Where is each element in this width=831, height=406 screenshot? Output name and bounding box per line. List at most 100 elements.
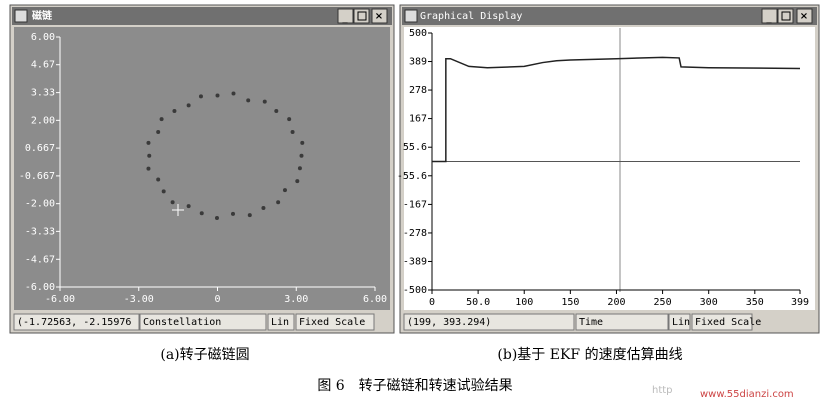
- point: [146, 140, 151, 145]
- x-tick-label: 3.00: [284, 294, 308, 305]
- y-tick-label: -500: [403, 285, 427, 296]
- window-icon: [14, 9, 28, 23]
- x-tick-label: 399: [791, 297, 809, 308]
- status-text: Fixed Scale: [299, 317, 365, 328]
- status-field: [267, 313, 295, 331]
- x-tick-label: 350: [746, 297, 764, 308]
- title-bar: [12, 7, 392, 25]
- y-tick-label: -2.00: [25, 199, 55, 210]
- point: [156, 130, 161, 134]
- status-field: [691, 313, 753, 331]
- window-title: Graphical Display: [420, 11, 522, 22]
- window-title: 磁链: [32, 9, 53, 22]
- x-tick-label: -6.00: [45, 294, 75, 305]
- point: [276, 200, 281, 205]
- y-tick-label: 0.667: [25, 143, 55, 154]
- point: [172, 108, 177, 113]
- y-tick-label: -3.33: [25, 226, 55, 237]
- status-field: [403, 313, 575, 331]
- caption: (a)转子磁链圆: [160, 347, 249, 363]
- y-tick-label: -389: [403, 256, 427, 267]
- point: [299, 153, 304, 158]
- point: [290, 130, 295, 134]
- point: [214, 216, 219, 221]
- watermark: www.55dianzi.com: [700, 389, 794, 400]
- status-text: Lin: [672, 317, 690, 328]
- y-tick-label: 278: [409, 85, 427, 96]
- status-text: Constellation: [143, 317, 221, 328]
- point: [300, 140, 305, 145]
- y-tick-label: 167: [409, 114, 427, 125]
- y-tick-label: -278: [403, 228, 427, 239]
- point: [246, 98, 251, 103]
- x-tick-label: 50.0: [466, 297, 490, 308]
- y-tick-label: -167: [403, 199, 427, 210]
- x-tick-label: 0: [429, 297, 435, 308]
- x-tick-label: 250: [654, 297, 672, 308]
- title-bar: [402, 7, 817, 25]
- x-tick-label: 6.00: [363, 294, 387, 305]
- y-tick-label: -0.667: [19, 171, 55, 182]
- point: [231, 91, 236, 96]
- x-tick-label: 200: [607, 297, 625, 308]
- status-text: (-1.72563, -2.15976: [17, 317, 131, 328]
- plot-area: [14, 27, 390, 310]
- y-tick-label: 389: [409, 57, 427, 68]
- status-field: [668, 313, 691, 331]
- svg-text:×: ×: [800, 11, 808, 22]
- status-field: [295, 313, 375, 331]
- y-tick-label: -55.6: [397, 171, 427, 182]
- figure-caption: 图 6 转子磁链和转速试验结果: [317, 378, 512, 394]
- point: [261, 206, 266, 211]
- y-tick-label: -4.67: [25, 254, 55, 265]
- point: [215, 93, 220, 98]
- point: [230, 211, 235, 216]
- point: [170, 200, 175, 205]
- y-tick-label: 4.67: [31, 60, 55, 71]
- y-tick-label: 2.00: [31, 115, 55, 126]
- y-tick-label: 6.00: [31, 32, 55, 43]
- status-field: [575, 313, 669, 331]
- status-text: (199, 393.294): [407, 317, 491, 328]
- point: [297, 166, 302, 171]
- point: [146, 166, 151, 171]
- x-tick-label: 0: [214, 294, 220, 305]
- caption: (b)基于 EKF 的速度估算曲线: [497, 346, 682, 363]
- status-text: Lin: [271, 317, 289, 328]
- y-tick-label: -6.00: [25, 282, 55, 293]
- plot-area: [404, 27, 815, 310]
- window-buttons[interactable]: _ ×: [337, 8, 388, 24]
- status-text: Fixed Scale: [695, 317, 761, 328]
- svg-text:_: _: [766, 13, 773, 24]
- point: [159, 117, 164, 122]
- point: [199, 211, 204, 216]
- point: [287, 117, 292, 122]
- x-tick-label: 150: [561, 297, 579, 308]
- point: [147, 153, 152, 158]
- point: [247, 213, 252, 218]
- point: [156, 177, 161, 182]
- point: [262, 99, 267, 104]
- window-buttons[interactable]: _ ×: [761, 8, 813, 24]
- svg-text:_: _: [342, 13, 349, 24]
- status-field: [13, 313, 140, 331]
- line: [432, 56, 801, 163]
- point: [186, 103, 191, 108]
- y-tick-label: 3.33: [31, 88, 55, 99]
- watermark: http: [652, 385, 673, 396]
- point: [295, 179, 300, 184]
- svg-text:×: ×: [375, 11, 383, 22]
- x-tick-label: 100: [515, 297, 533, 308]
- x-tick-label: 300: [700, 297, 718, 308]
- y-tick-label: 500: [409, 28, 427, 39]
- x-tick-label: -3.00: [124, 294, 154, 305]
- point: [282, 188, 287, 193]
- y-tick-label: 55.6: [403, 142, 427, 153]
- point: [274, 108, 279, 113]
- point: [186, 204, 191, 209]
- point: [161, 189, 166, 194]
- window-icon: [404, 9, 418, 23]
- point: [198, 94, 203, 99]
